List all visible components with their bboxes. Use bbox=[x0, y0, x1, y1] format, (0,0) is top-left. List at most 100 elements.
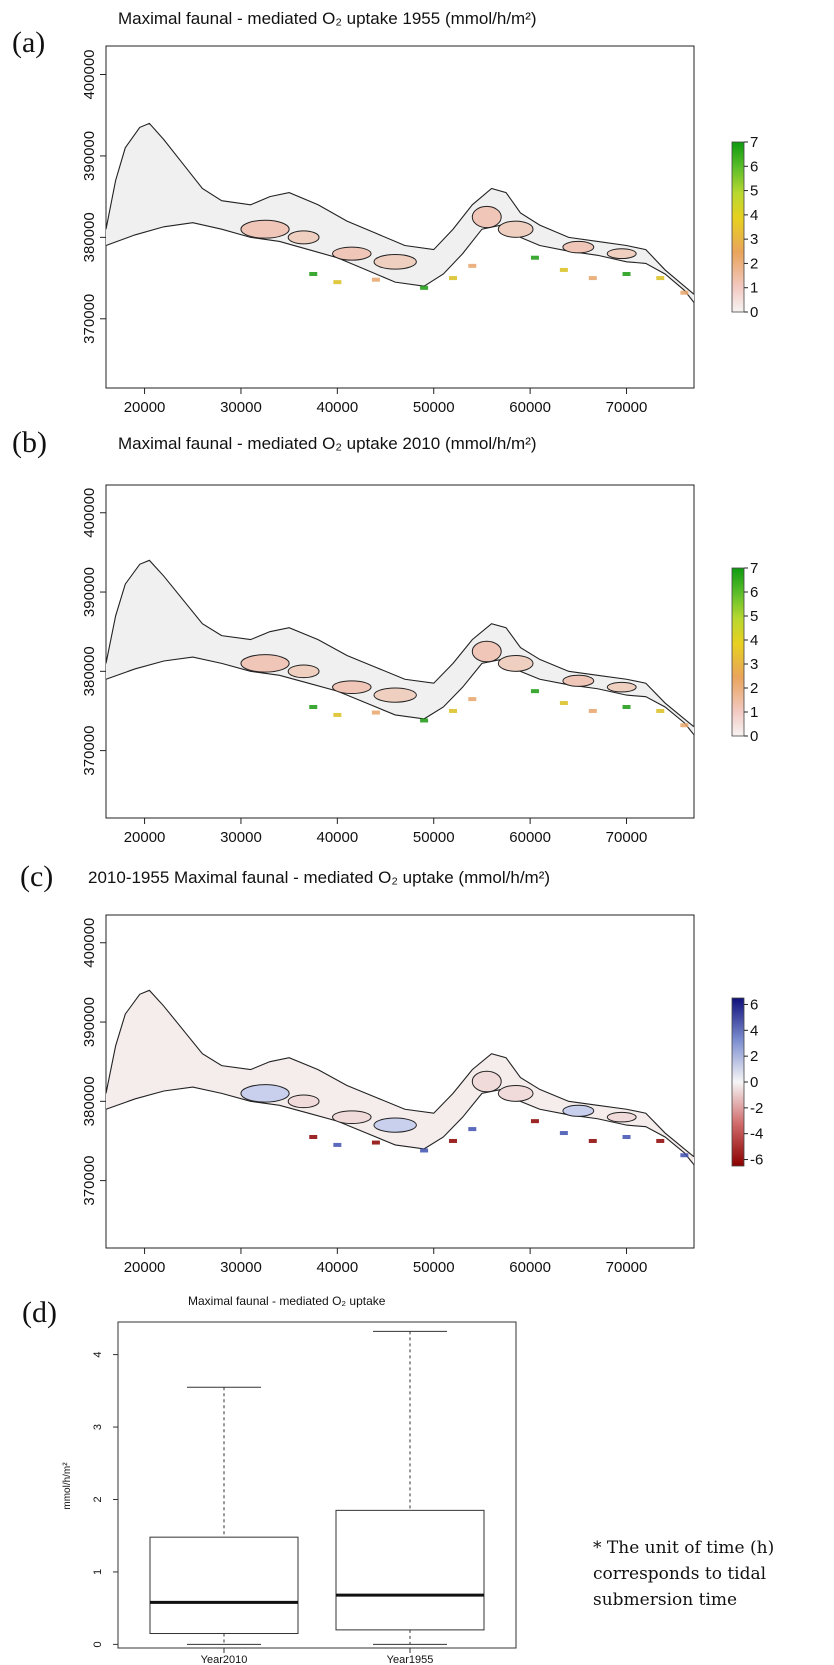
legend-tick-label: -4 bbox=[750, 1126, 763, 1143]
uptake-patch bbox=[588, 1138, 597, 1143]
uptake-patch bbox=[371, 277, 380, 282]
intertidal-flat bbox=[240, 654, 290, 673]
legend-tick-label: 3 bbox=[750, 656, 758, 673]
uptake-patch bbox=[622, 1135, 631, 1139]
uptake-patch bbox=[588, 708, 597, 713]
boxplot-panel: (d) Maximal faunal - mediated O₂ uptake mm… bbox=[22, 1294, 517, 1665]
color-legend-bar bbox=[731, 567, 745, 737]
x-tick-label: Year1955 bbox=[387, 1654, 434, 1665]
uptake-patch bbox=[420, 718, 429, 723]
x-tick-label: 50000 bbox=[413, 1259, 455, 1276]
intertidal-flat bbox=[240, 219, 290, 239]
uptake-patch bbox=[588, 276, 597, 281]
y-tick-label: 390000 bbox=[81, 567, 98, 617]
legend-tick-label: 2 bbox=[750, 255, 758, 272]
estuary-area bbox=[106, 123, 694, 303]
y-tick-label: 390000 bbox=[81, 997, 98, 1047]
legend-tick-label: 0 bbox=[750, 1074, 758, 1091]
legend-tick-label: 7 bbox=[750, 560, 758, 577]
uptake-patch bbox=[656, 276, 665, 281]
uptake-patch bbox=[656, 708, 665, 713]
uptake-patch bbox=[680, 1153, 689, 1158]
iqr-box bbox=[335, 1509, 485, 1631]
y-tick-label: 370000 bbox=[81, 294, 98, 344]
iqr-box bbox=[149, 1536, 299, 1635]
x-tick-label: 70000 bbox=[606, 829, 648, 846]
x-tick-label: 50000 bbox=[413, 399, 455, 416]
legend-tick-label: 7 bbox=[750, 134, 758, 151]
legend-tick-label: 1 bbox=[750, 280, 758, 297]
x-tick-label: 40000 bbox=[316, 1259, 358, 1276]
x-tick-label: 70000 bbox=[606, 1259, 648, 1276]
uptake-patch bbox=[309, 1135, 318, 1139]
y-tick-label: 380000 bbox=[81, 646, 98, 696]
x-tick-label: 70000 bbox=[606, 399, 648, 416]
y-tick-label: 3 bbox=[92, 1424, 104, 1430]
chart-title: Maximal faunal - mediated O₂ uptake 1955… bbox=[118, 9, 537, 28]
intertidal-flat bbox=[287, 230, 320, 245]
intertidal-flat bbox=[606, 1111, 637, 1123]
legend-tick-label: 6 bbox=[750, 584, 758, 601]
plot-frame bbox=[105, 45, 695, 389]
intertidal-flat bbox=[562, 674, 595, 687]
plot-frame bbox=[105, 484, 695, 819]
uptake-patch bbox=[680, 723, 689, 728]
intertidal-flat bbox=[332, 246, 372, 261]
south-shoreline bbox=[105, 222, 695, 303]
chart-title: 2010-1955 Maximal faunal - mediated O₂ u… bbox=[88, 868, 550, 887]
intertidal-flat bbox=[606, 248, 637, 260]
y-tick-label: 370000 bbox=[81, 1156, 98, 1206]
intertidal-flat bbox=[373, 253, 417, 270]
uptake-patch bbox=[530, 689, 539, 694]
x-tick-label: 50000 bbox=[413, 829, 455, 846]
north-shoreline bbox=[105, 989, 695, 1158]
x-tick-label: 40000 bbox=[316, 399, 358, 416]
map-panel-2: (b) Maximal faunal - mediated O₂ uptake 2… bbox=[12, 426, 758, 846]
intertidal-flat bbox=[497, 220, 534, 238]
intertidal-flat bbox=[373, 1117, 417, 1133]
y-tick-label: 400000 bbox=[81, 488, 98, 538]
uptake-patch bbox=[420, 285, 429, 290]
color-legend-bar bbox=[731, 141, 745, 313]
intertidal-flat bbox=[606, 681, 637, 693]
intertidal-flat bbox=[332, 680, 372, 695]
intertidal-flat bbox=[471, 1070, 502, 1093]
x-tick-label: 20000 bbox=[124, 829, 166, 846]
uptake-patch bbox=[371, 1140, 380, 1145]
map-panel-3: (c) 2010-1955 Maximal faunal - mediated O… bbox=[20, 860, 763, 1276]
intertidal-flat bbox=[497, 1084, 534, 1102]
estuary-area bbox=[106, 990, 694, 1165]
south-shoreline bbox=[105, 1086, 695, 1166]
y-tick-label: 1 bbox=[92, 1569, 104, 1575]
y-tick-label: 2 bbox=[92, 1496, 104, 1502]
uptake-patch bbox=[622, 272, 631, 276]
x-tick-label: 60000 bbox=[509, 1259, 551, 1276]
legend-tick-label: 6 bbox=[750, 158, 758, 175]
north-shoreline bbox=[105, 559, 695, 728]
y-tick-label: 400000 bbox=[81, 918, 98, 968]
box-year2010: Year2010 bbox=[149, 1386, 299, 1665]
y-tick-label: 400000 bbox=[81, 49, 98, 99]
x-tick-label: 30000 bbox=[220, 399, 262, 416]
intertidal-flat bbox=[240, 1084, 290, 1103]
uptake-patch bbox=[449, 276, 458, 281]
uptake-patch bbox=[449, 1138, 458, 1143]
plot-frame bbox=[117, 1321, 517, 1649]
legend-tick-label: 4 bbox=[750, 632, 758, 649]
intertidal-flat bbox=[287, 1094, 320, 1109]
legend-tick-label: -2 bbox=[750, 1100, 763, 1117]
chart-title: Maximal faunal - mediated O₂ uptake bbox=[188, 1294, 386, 1308]
uptake-patch bbox=[449, 708, 458, 713]
legend-tick-label: 6 bbox=[750, 996, 758, 1013]
plot-frame bbox=[105, 914, 695, 1249]
uptake-patch bbox=[333, 280, 342, 285]
y-tick-label: 4 bbox=[92, 1352, 104, 1358]
x-tick-label: 20000 bbox=[124, 399, 166, 416]
uptake-patch bbox=[530, 255, 539, 260]
y-tick-label: 0 bbox=[92, 1641, 104, 1647]
panel-label: (a) bbox=[12, 26, 45, 59]
uptake-patch bbox=[680, 290, 689, 295]
legend-tick-label: 3 bbox=[750, 231, 758, 248]
intertidal-flat bbox=[287, 664, 320, 679]
legend-tick-label: -6 bbox=[750, 1152, 763, 1169]
